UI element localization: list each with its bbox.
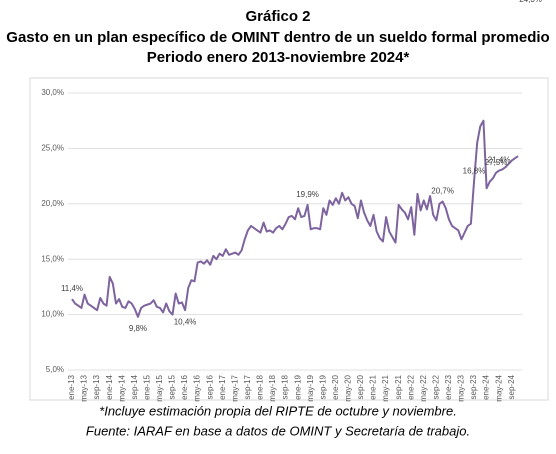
x-tick-label: ene-14 xyxy=(105,374,114,399)
source: Fuente: IARAF en base a datos de OMINT y… xyxy=(86,423,470,438)
x-tick-label: ene-20 xyxy=(331,374,340,399)
x-tick-label: may-23 xyxy=(457,374,466,401)
x-tick-label: may-21 xyxy=(381,374,390,401)
chart-period: Periodo enero 2013-noviembre 2024* xyxy=(147,49,410,66)
x-tick-label: ene-16 xyxy=(180,374,189,399)
x-tick-label: may-17 xyxy=(230,374,239,401)
x-tick-label: may-19 xyxy=(306,374,315,401)
x-tick-label: sep-15 xyxy=(168,374,177,399)
data-line xyxy=(71,119,519,318)
data-label: 9,8% xyxy=(129,324,147,333)
x-tick-label: sep-13 xyxy=(92,374,101,399)
x-tick-label: may-13 xyxy=(80,374,89,401)
x-tick-label: may-16 xyxy=(193,374,202,401)
footnote: *Incluye estimación propia del RIPTE de … xyxy=(99,403,457,418)
x-tick-label: ene-18 xyxy=(256,374,265,399)
x-tick-label: sep-16 xyxy=(205,374,214,399)
x-tick-label: ene-15 xyxy=(142,374,151,399)
x-tick-label: ene-17 xyxy=(218,374,227,399)
x-tick-label: may-20 xyxy=(344,374,353,401)
data-label: 20,7% xyxy=(431,187,454,196)
y-tick-label: 30,0% xyxy=(41,88,64,97)
x-tick-label: ene-23 xyxy=(444,374,453,399)
y-tick-label: 10,0% xyxy=(41,310,64,319)
x-tick-label: may-15 xyxy=(155,374,164,401)
data-label: 27,5% xyxy=(485,158,508,167)
x-tick-label: sep-21 xyxy=(394,374,403,399)
x-tick-label: sep-20 xyxy=(356,374,365,399)
y-tick-label: 15,0% xyxy=(41,254,64,263)
x-tick-label: sep-19 xyxy=(318,374,327,399)
y-tick-label: 5,0% xyxy=(46,365,64,374)
data-label: 11,4% xyxy=(61,284,83,293)
x-tick-label: may-18 xyxy=(268,374,277,401)
chart-subtitle: Gasto en un plan específico de OMINT den… xyxy=(6,29,549,46)
chart-title: Gráfico 2 xyxy=(245,8,310,25)
x-tick-label: may-24 xyxy=(494,374,503,401)
x-tick-label: sep-23 xyxy=(469,374,478,399)
x-tick-label: sep-24 xyxy=(507,374,516,399)
chart-frame xyxy=(29,77,549,401)
data-label: 21,4% xyxy=(488,156,511,165)
x-tick-label: sep-18 xyxy=(281,374,290,399)
x-tick-label: sep-17 xyxy=(243,374,252,399)
data-label: 16,8% xyxy=(463,167,486,176)
y-tick-label: 20,0% xyxy=(41,199,64,208)
x-tick-label: ene-19 xyxy=(293,374,302,399)
x-tick-label: ene-13 xyxy=(67,374,76,399)
data-label: 10,4% xyxy=(174,317,197,326)
x-tick-label: ene-24 xyxy=(482,374,491,399)
x-tick-label: may-14 xyxy=(117,374,126,401)
x-tick-label: sep-14 xyxy=(130,374,139,399)
x-tick-label: ene-21 xyxy=(369,374,378,399)
x-tick-label: sep-22 xyxy=(431,374,440,399)
x-tick-label: ene-22 xyxy=(406,374,415,399)
x-tick-label: may-22 xyxy=(419,374,428,401)
data-label: 24,3% xyxy=(519,0,542,4)
y-tick-label: 25,0% xyxy=(41,144,64,153)
data-label: 19,9% xyxy=(296,190,319,199)
